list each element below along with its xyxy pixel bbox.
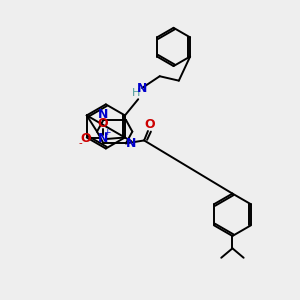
Text: O: O [80,132,91,145]
Text: N: N [137,82,147,94]
Text: N: N [98,132,108,145]
Text: +: + [103,128,111,137]
Text: N: N [126,137,136,150]
Text: H: H [132,88,140,98]
Text: -: - [79,138,83,148]
Text: O: O [98,117,108,130]
Text: N: N [98,108,109,121]
Text: O: O [144,118,155,131]
